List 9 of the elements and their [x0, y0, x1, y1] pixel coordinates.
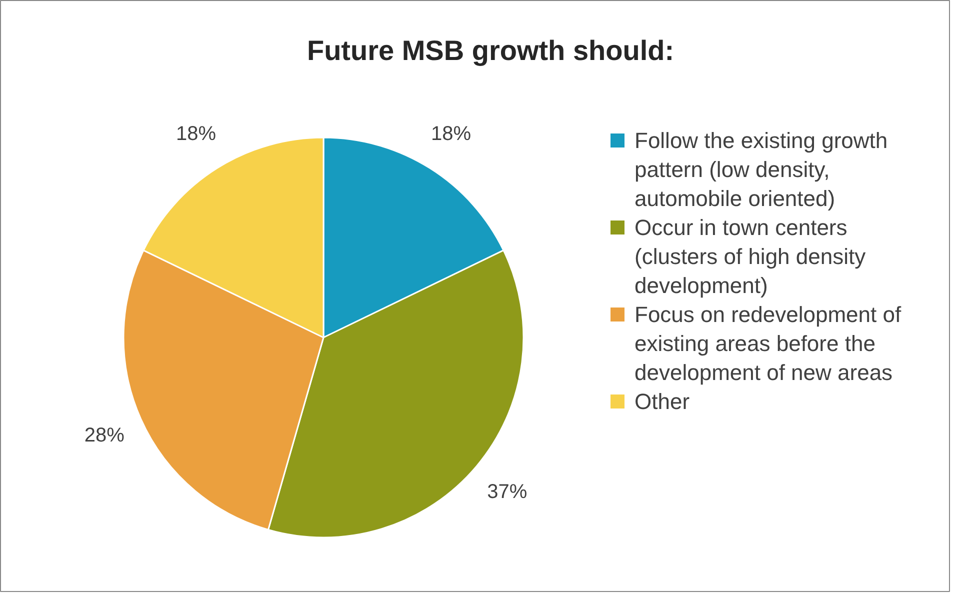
- data-label: 18%: [176, 123, 216, 146]
- legend-label: Other: [634, 389, 690, 414]
- chart-title: Future MSB growth should:: [306, 35, 674, 66]
- legend-label: Occur in town centers (clusters of high density development): [634, 215, 866, 298]
- legend-label: Follow the existing growth pattern (low density, automobile oriented): [634, 128, 888, 211]
- data-label: 28%: [84, 424, 125, 446]
- legend-label: Focus on redevelopment of existing areas before the development of new areas: [634, 302, 902, 385]
- data-label: 37%: [487, 481, 528, 504]
- data-label: 18%: [430, 123, 472, 146]
